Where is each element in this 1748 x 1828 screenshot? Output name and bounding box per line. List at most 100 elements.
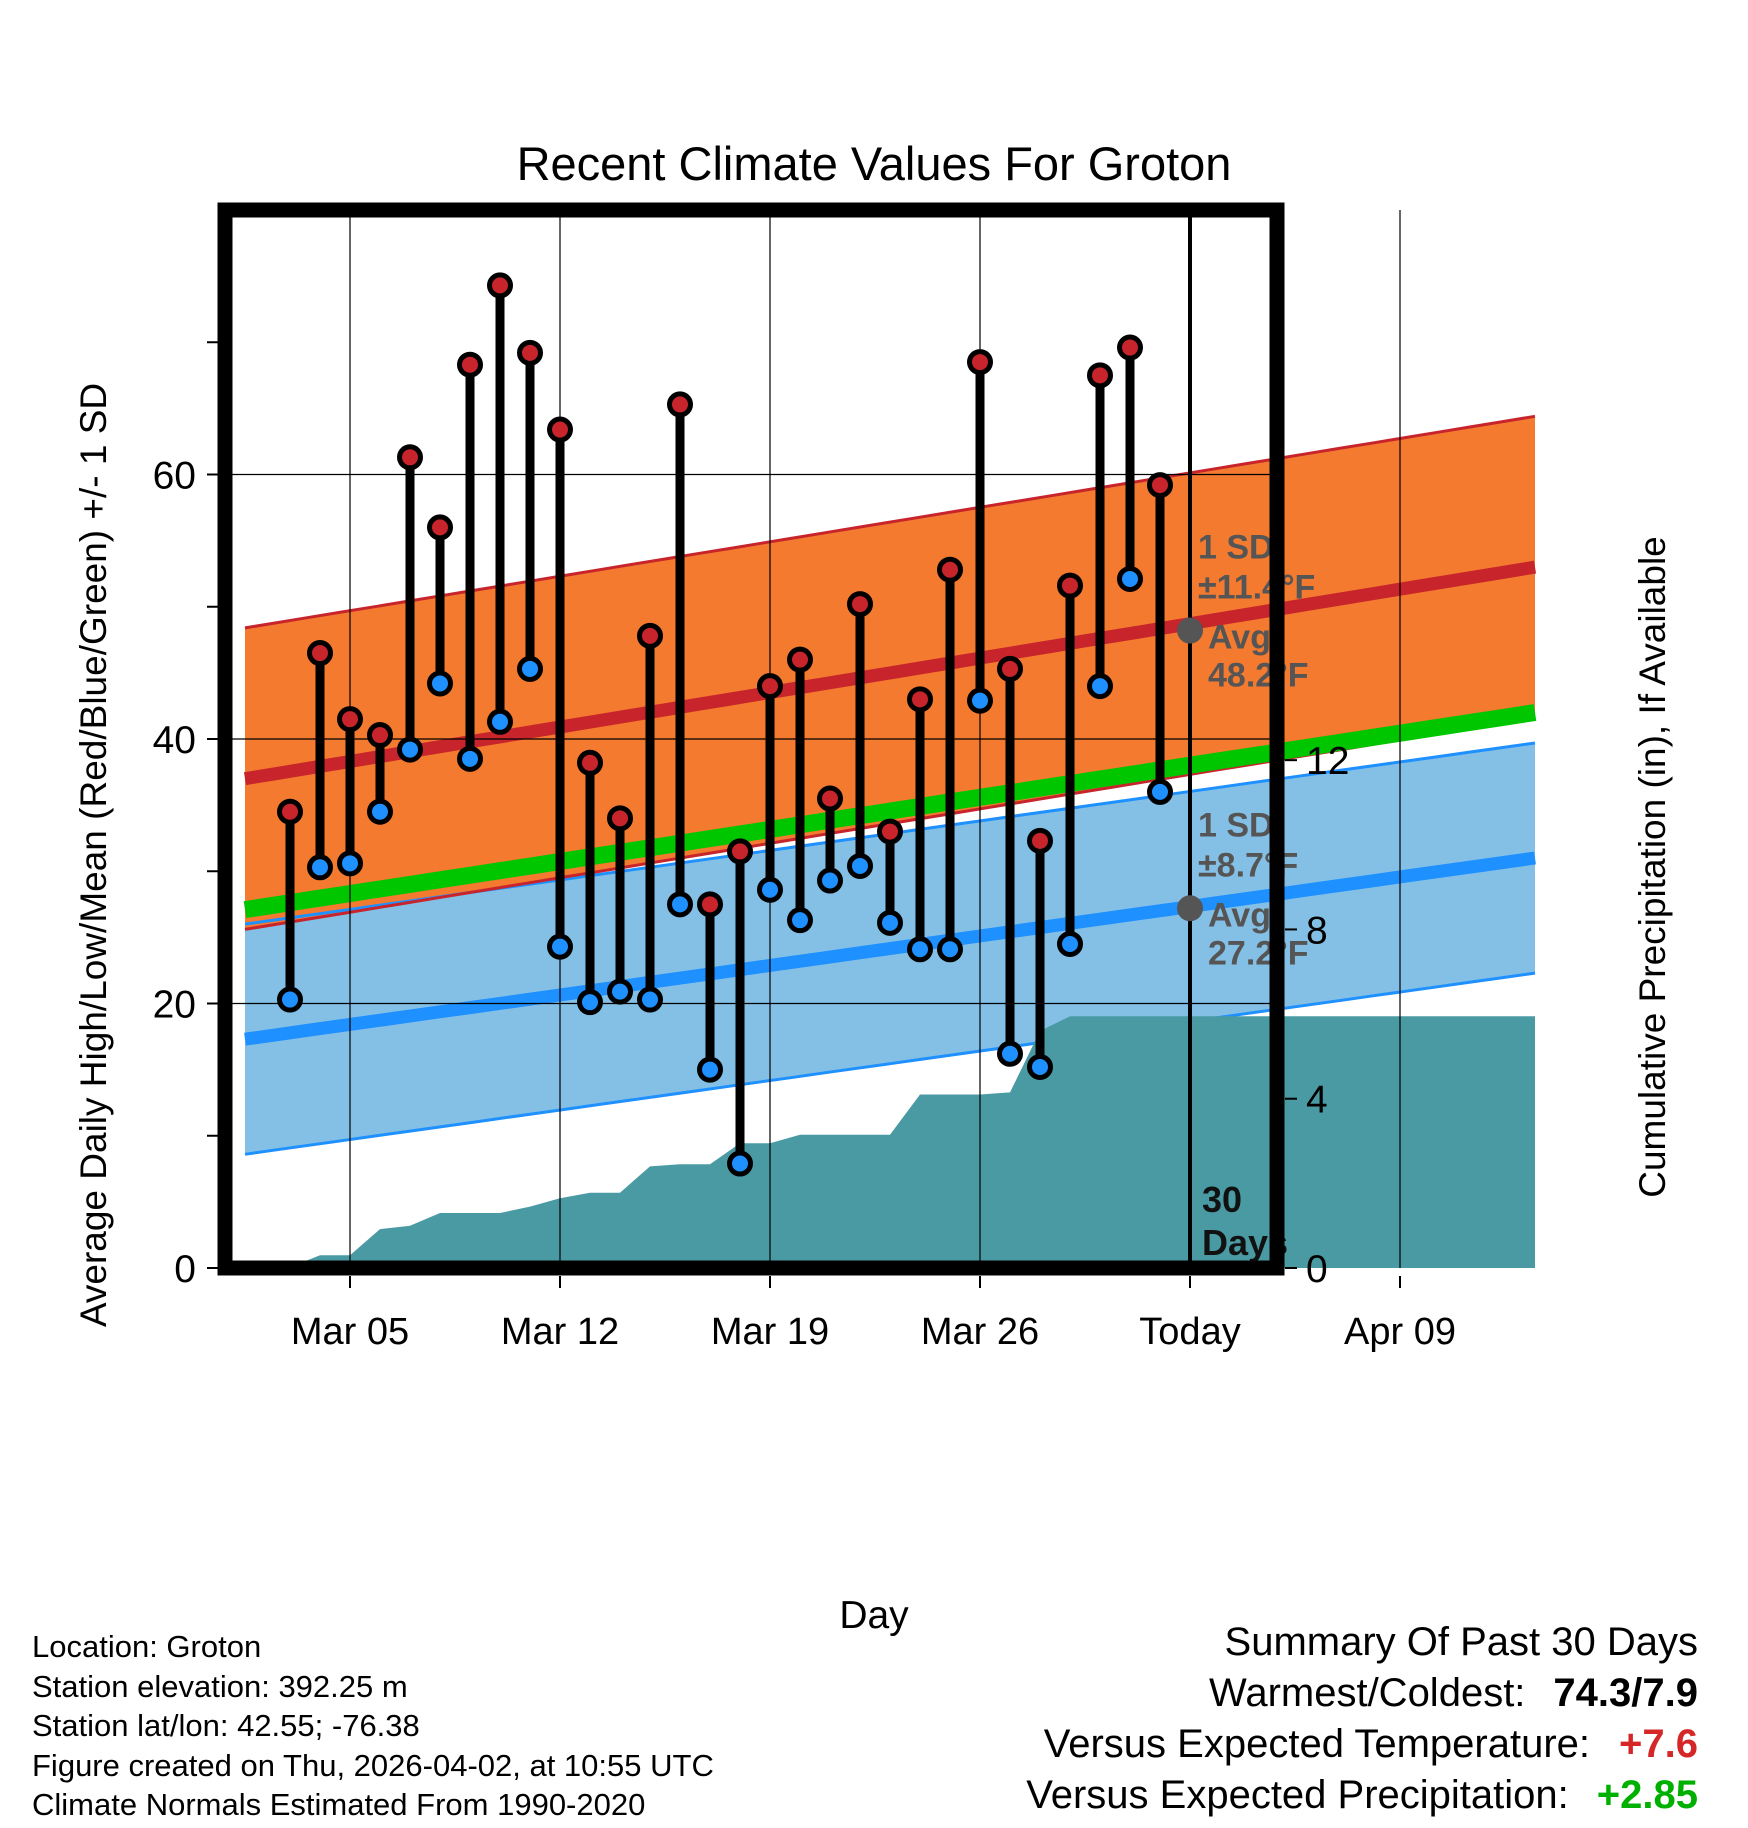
low-temp-point (997, 1040, 1023, 1067)
x-tick-label: Mar 26 (921, 1311, 1039, 1353)
low-temp-point (667, 891, 693, 918)
y-tick-label: 0 (174, 1248, 196, 1291)
low-temp-point (907, 936, 933, 963)
low-lower-sd-line (244, 971, 1536, 1156)
high-temp-point (307, 640, 333, 667)
high-temp-point (1027, 827, 1053, 854)
y-tick-label: 40 (153, 719, 196, 762)
high-temp-point (457, 351, 483, 378)
low-temp-point (427, 670, 453, 697)
high-temp-point (1147, 472, 1173, 499)
high-temp-point (757, 673, 783, 700)
x-tick-label: Apr 09 (1344, 1311, 1456, 1353)
temp-anomaly-value: +7.6 (1619, 1722, 1698, 1766)
precip-anomaly-value: +2.85 (1596, 1773, 1698, 1817)
low-temp-point (817, 867, 843, 894)
temp-anomaly-label: Versus Expected Temperature: (1043, 1722, 1590, 1766)
low-temp-point (1147, 778, 1173, 805)
y-tick-label: 20 (153, 984, 196, 1027)
high-temp-point (907, 686, 933, 713)
high-temp-point (397, 444, 423, 471)
high-temp-point (337, 706, 363, 733)
location-text: Location: Groton (32, 1629, 262, 1664)
low-temp-point (1057, 930, 1083, 957)
high-temp-point (847, 591, 873, 618)
low-temp-point (577, 989, 603, 1016)
low-temp-point (757, 876, 783, 903)
high-temp-point (937, 556, 963, 583)
low-annotation-text: 27.2°F (1208, 934, 1309, 972)
low-temp-point (967, 687, 993, 714)
temp-anomaly-row: Versus Expected Temperature: +7.6 (1026, 1719, 1698, 1770)
x-tick-label: Mar 12 (501, 1311, 619, 1353)
mean-normal-line (243, 704, 1537, 919)
high-avg-marker (1177, 617, 1203, 644)
x-tick-label: Mar 05 (291, 1311, 409, 1353)
axes: 0 20 40 60 0 4 8 12 Mar 05 Mar 12 Mar 19 Mar 26 Toda… (153, 202, 1456, 1353)
high-temp-point (997, 655, 1023, 682)
high-normal-line (243, 560, 1537, 786)
latlon-text: Station lat/lon: 42.55; -76.38 (32, 1708, 420, 1743)
y2-tick-label: 4 (1306, 1079, 1328, 1122)
normal-bands (243, 414, 1537, 1156)
high-upper-sd-line (244, 414, 1536, 630)
low-temp-point (307, 854, 333, 881)
low-temp-point (637, 986, 663, 1013)
low-avg-marker (1177, 895, 1203, 922)
station-info: Location: Groton Station elevation: 392.… (32, 1627, 714, 1825)
high-temp-point (277, 798, 303, 825)
precipitation-area (260, 1016, 1535, 1268)
low-temp-point (517, 655, 543, 682)
high-temp-point (1117, 334, 1143, 361)
warmest-coldest-label: Warmest/Coldest: (1209, 1671, 1526, 1715)
high-temp-point (427, 514, 453, 541)
high-temp-point (1057, 572, 1083, 599)
low-temp-point (547, 933, 573, 960)
elevation-text: Station elevation: 392.25 m (32, 1668, 408, 1704)
high-temp-point (967, 349, 993, 376)
high-annotation-text: ±11.4°F (1198, 569, 1315, 607)
high-temp-point (487, 272, 513, 299)
high-annotation-text: 48.2°F (1208, 657, 1309, 695)
y2-tick-label: 8 (1306, 909, 1328, 952)
precip-anomaly-row: Versus Expected Precipitation: +2.85 (1026, 1770, 1698, 1821)
normals-text: Climate Normals Estimated From 1990-2020 (32, 1787, 646, 1822)
high-temp-point (547, 416, 573, 443)
chart-title: Recent Climate Values For Groton (517, 137, 1232, 190)
high-temp-point (787, 646, 813, 673)
y2-tick-label: 0 (1306, 1248, 1328, 1291)
low-temp-point (277, 986, 303, 1013)
low-temp-point (1117, 565, 1143, 592)
x-tick-label: Mar 19 (711, 1311, 829, 1353)
y2-axis-label: Cumulative Precipitation (in), If Availa… (1632, 536, 1673, 1198)
precip-anomaly-label: Versus Expected Precipitation: (1026, 1773, 1569, 1817)
low-temp-point (337, 850, 363, 877)
low-temp-point (877, 909, 903, 936)
low-temp-point (847, 852, 873, 879)
low-temp-point (727, 1150, 753, 1177)
precipitation-fill (260, 1016, 1535, 1268)
low-temp-point (367, 798, 393, 825)
y-axis-label: Average Daily High/Low/Mean (Red/Blue/Gr… (73, 383, 114, 1327)
high-temp-point (577, 749, 603, 776)
x-tick-label: Today (1139, 1311, 1240, 1353)
high-temp-point (1087, 362, 1113, 389)
low-temp-point (397, 736, 423, 763)
low-temp-point (607, 978, 633, 1005)
warmest-coldest-row: Warmest/Coldest: 74.3/7.9 (1026, 1668, 1698, 1719)
low-normal-line (244, 851, 1536, 1046)
summary-title: Summary Of Past 30 Days (1224, 1620, 1698, 1664)
warmest-coldest-value: 74.3/7.9 (1553, 1671, 1698, 1715)
low-temp-point (937, 936, 963, 963)
high-temp-point (727, 838, 753, 865)
low-temp-point (1027, 1053, 1053, 1080)
x-axis-label: Day (839, 1594, 909, 1637)
low-temp-point (457, 745, 483, 772)
created-text: Figure created on Thu, 2026-04-02, at 10… (32, 1747, 714, 1783)
plot-frame (217, 202, 1285, 1276)
daily-range-bars (277, 272, 1173, 1177)
high-temp-point (697, 891, 723, 918)
high-temp-point (607, 805, 633, 832)
low-temp-point (1087, 673, 1113, 700)
